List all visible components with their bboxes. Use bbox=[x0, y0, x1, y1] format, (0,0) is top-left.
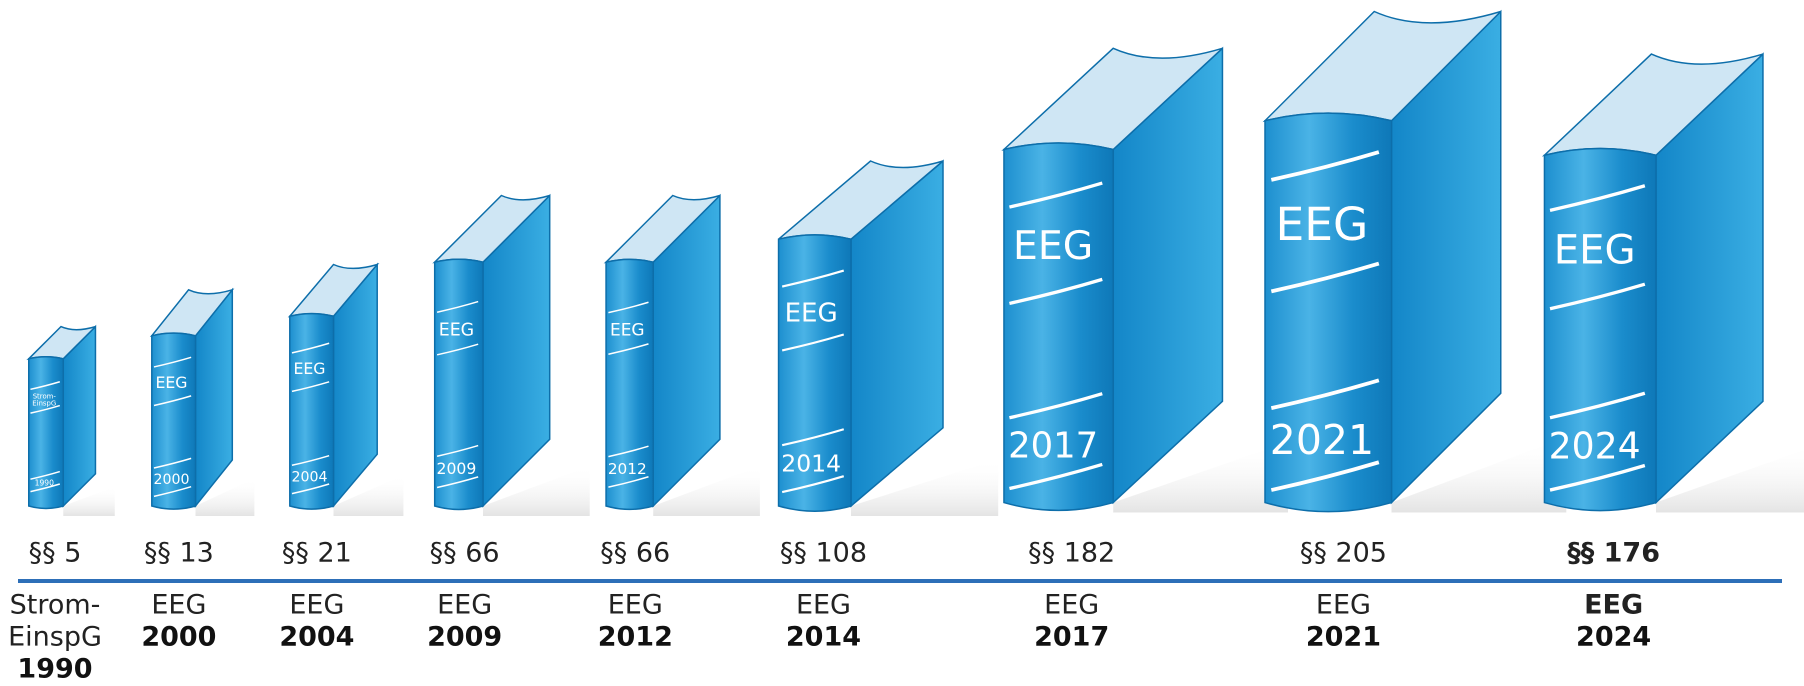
spine-year: 1990 bbox=[35, 479, 54, 488]
book: EEG 2000 bbox=[152, 290, 255, 516]
paragraph-count: §§ 66 bbox=[600, 538, 670, 569]
law-name: EEG bbox=[796, 590, 851, 621]
paragraph-count: §§ 108 bbox=[780, 538, 867, 569]
paragraph-count: §§ 13 bbox=[144, 538, 214, 569]
book: EEG 2024 bbox=[1544, 54, 1804, 513]
spine-title: EEG bbox=[785, 298, 838, 328]
law-year: 2009 bbox=[427, 622, 502, 653]
law-name: EinspG bbox=[8, 622, 102, 653]
paragraph-count: §§ 205 bbox=[1300, 538, 1387, 569]
law-year: 2017 bbox=[1034, 622, 1109, 653]
law-year: 2014 bbox=[786, 622, 861, 653]
law-name: Strom- bbox=[10, 590, 101, 621]
law-year: 2021 bbox=[1306, 622, 1381, 653]
spine-title: EEG bbox=[1276, 198, 1369, 251]
spine-year: 2000 bbox=[153, 472, 189, 488]
law-year: 1990 bbox=[17, 654, 92, 685]
book: EEG 2021 bbox=[1265, 12, 1566, 513]
law-name: EEG bbox=[437, 590, 492, 621]
spine-year: 2017 bbox=[1008, 426, 1098, 467]
spine-year: 2009 bbox=[437, 459, 477, 478]
paragraph-count: §§ 176 bbox=[1567, 538, 1660, 569]
law-name: EEG bbox=[289, 590, 344, 621]
spine-title: EinspG bbox=[32, 400, 56, 408]
books: Strom-EinspG1990EEG2000EEG2004EEG2009EEG… bbox=[29, 12, 1804, 517]
law-name: EEG bbox=[151, 590, 206, 621]
book: EEG 2009 bbox=[435, 196, 590, 517]
spine-title: EEG bbox=[293, 359, 325, 378]
spine-title: EEG bbox=[1013, 224, 1093, 269]
spine-year: 2024 bbox=[1549, 424, 1641, 467]
spine-year: 2012 bbox=[608, 460, 647, 478]
spine-year: 2014 bbox=[781, 450, 841, 478]
paragraph-count: §§ 182 bbox=[1028, 538, 1115, 569]
paragraph-count: §§ 5 bbox=[29, 538, 82, 569]
law-year: 2024 bbox=[1576, 622, 1651, 653]
spine-year: 2021 bbox=[1270, 416, 1374, 464]
infographic: Strom-EinspG1990EEG2000EEG2004EEG2009EEG… bbox=[0, 0, 1804, 686]
spine-title: EEG bbox=[610, 320, 645, 340]
spine-title: EEG bbox=[155, 373, 187, 392]
law-year: 2004 bbox=[279, 622, 354, 653]
law-name: EEG bbox=[1316, 590, 1371, 621]
law-name: EEG bbox=[608, 590, 663, 621]
law-year: 2000 bbox=[141, 622, 216, 653]
law-year: 2012 bbox=[598, 622, 673, 653]
spine-title: EEG bbox=[439, 320, 474, 340]
spine-title: EEG bbox=[1554, 227, 1636, 273]
paragraph-count: §§ 66 bbox=[430, 538, 500, 569]
book: EEG 2004 bbox=[290, 265, 404, 517]
law-name: EEG bbox=[1584, 590, 1643, 621]
paragraph-count: §§ 21 bbox=[282, 538, 352, 569]
book: EEG 2014 bbox=[779, 161, 999, 516]
spine-year: 2004 bbox=[291, 469, 327, 485]
law-name: EEG bbox=[1044, 590, 1099, 621]
page: Strom-EinspG1990EEG2000EEG2004EEG2009EEG… bbox=[0, 0, 1804, 686]
book: EEG 2012 bbox=[606, 196, 760, 517]
book: EEG 2017 bbox=[1004, 48, 1288, 512]
